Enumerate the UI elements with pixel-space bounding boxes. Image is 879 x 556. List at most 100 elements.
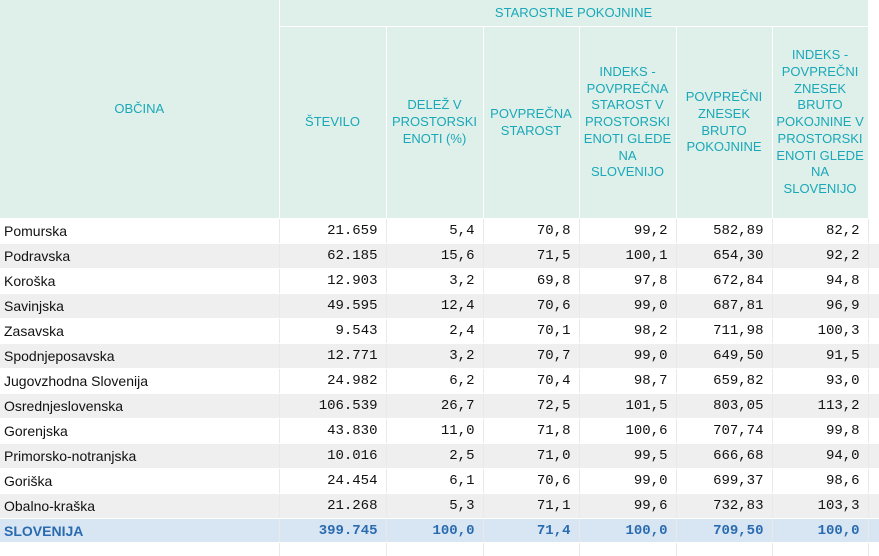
table-row: Gorenjska 43.830 11,0 71,8 100,6 707,74 99,8 <box>0 418 879 444</box>
edge-cell <box>868 318 879 344</box>
value-cell: 15,6 <box>386 243 484 269</box>
value-cell: 62.185 <box>279 243 387 269</box>
empty-cell <box>483 542 580 556</box>
value-cell: 93,0 <box>772 368 869 394</box>
value-cell: 21.659 <box>279 218 387 244</box>
value-cell: 10.016 <box>279 443 387 469</box>
region-name-cell: Spodnjeposavska <box>0 343 280 369</box>
value-cell: 11,0 <box>386 418 484 444</box>
value-cell: 99,0 <box>579 468 677 494</box>
value-cell: 94,0 <box>772 443 869 469</box>
value-cell: 71,8 <box>483 418 580 444</box>
value-cell: 92,2 <box>772 243 869 269</box>
value-cell: 9.543 <box>279 318 387 344</box>
value-cell: 106.539 <box>279 393 387 419</box>
value-cell: 687,81 <box>676 293 773 319</box>
value-cell: 70,7 <box>483 343 580 369</box>
value-cell: 70,8 <box>483 218 580 244</box>
value-cell: 100,0 <box>772 518 869 543</box>
value-cell: 71,1 <box>483 493 580 519</box>
value-cell: 98,2 <box>579 318 677 344</box>
table-row: Goriška 24.454 6,1 70,6 99,0 699,37 98,6 <box>0 468 879 494</box>
value-cell: 70,6 <box>483 468 580 494</box>
table-row: Pomurska 21.659 5,4 70,8 99,2 582,89 82,2 <box>0 218 879 244</box>
table-row: Savinjska 49.595 12,4 70,6 99,0 687,81 96,9 <box>0 293 879 319</box>
value-cell: 649,50 <box>676 343 773 369</box>
value-cell: 100,0 <box>579 518 677 543</box>
region-name-cell: Jugovzhodna Slovenija <box>0 368 280 394</box>
value-cell: 659,82 <box>676 368 773 394</box>
value-cell: 96,9 <box>772 293 869 319</box>
value-cell: 43.830 <box>279 418 387 444</box>
table-body: Pomurska 21.659 5,4 70,8 99,2 582,89 82,2 Podra… <box>0 218 879 556</box>
value-cell: 113,2 <box>772 393 869 419</box>
table-row: Podravska 62.185 15,6 71,5 100,1 654,30 92,2 <box>0 243 879 269</box>
group-header-starostne-pokojnine: STAROSTNE POKOJNINE <box>279 0 869 27</box>
value-cell: 709,50 <box>676 518 773 543</box>
value-cell: 399.745 <box>279 518 387 543</box>
empty-cell <box>386 542 484 556</box>
region-name-cell: Zasavska <box>0 318 280 344</box>
value-cell: 26,7 <box>386 393 484 419</box>
empty-cell <box>279 542 387 556</box>
column-header-povprecna-starost: POVPREČNA STAROST <box>483 26 580 219</box>
value-cell: 21.268 <box>279 493 387 519</box>
edge-spacer <box>868 0 879 219</box>
value-cell: 70,6 <box>483 293 580 319</box>
value-cell: 3,2 <box>386 268 484 294</box>
region-name-cell: Obalno-kraška <box>0 493 280 519</box>
column-header-stevilo: ŠTEVILO <box>279 26 387 219</box>
value-cell: 24.454 <box>279 468 387 494</box>
edge-cell <box>868 468 879 494</box>
edge-cell <box>868 343 879 369</box>
empty-cell <box>676 542 773 556</box>
region-name-cell: SLOVENIJA <box>0 518 280 543</box>
column-header-delez: DELEŽ V PROSTORSKI ENOTI (%) <box>386 26 484 219</box>
edge-cell <box>868 393 879 419</box>
value-cell: 3,2 <box>386 343 484 369</box>
value-cell: 699,37 <box>676 468 773 494</box>
row-header-obcina: OBČINA <box>0 0 280 219</box>
edge-cell <box>868 443 879 469</box>
edge-cell <box>868 268 879 294</box>
value-cell: 12.903 <box>279 268 387 294</box>
value-cell: 103,3 <box>772 493 869 519</box>
value-cell: 6,1 <box>386 468 484 494</box>
total-row: SLOVENIJA 399.745 100,0 71,4 100,0 709,50 100,… <box>0 518 879 543</box>
column-header-indeks-znesek: INDEKS - POVPREČNI ZNESEK BRUTO POKOJNIN… <box>772 26 869 219</box>
region-name-cell: Primorsko-notranjska <box>0 443 280 469</box>
table-row: Koroška 12.903 3,2 69,8 97,8 672,84 94,8 <box>0 268 879 294</box>
value-cell: 71,4 <box>483 518 580 543</box>
value-cell: 99,0 <box>579 293 677 319</box>
value-cell: 5,4 <box>386 218 484 244</box>
region-name-cell: Savinjska <box>0 293 280 319</box>
value-cell: 98,6 <box>772 468 869 494</box>
edge-cell <box>868 418 879 444</box>
value-cell: 100,0 <box>386 518 484 543</box>
region-name-cell: Osrednjeslovenska <box>0 393 280 419</box>
value-cell: 100,6 <box>579 418 677 444</box>
value-cell: 99,6 <box>579 493 677 519</box>
value-cell: 99,2 <box>579 218 677 244</box>
value-cell: 803,05 <box>676 393 773 419</box>
edge-cell <box>868 293 879 319</box>
value-cell: 99,0 <box>579 343 677 369</box>
value-cell: 97,8 <box>579 268 677 294</box>
table-row: Jugovzhodna Slovenija 24.982 6,2 70,4 98,7 65… <box>0 368 879 394</box>
value-cell: 2,5 <box>386 443 484 469</box>
value-cell: 70,1 <box>483 318 580 344</box>
value-cell: 91,5 <box>772 343 869 369</box>
edge-cell <box>868 368 879 394</box>
empty-cell <box>772 542 869 556</box>
value-cell: 100,3 <box>772 318 869 344</box>
region-name-cell: Podravska <box>0 243 280 269</box>
value-cell: 98,7 <box>579 368 677 394</box>
edge-cell <box>868 218 879 244</box>
value-cell: 49.595 <box>279 293 387 319</box>
value-cell: 666,68 <box>676 443 773 469</box>
value-cell: 707,74 <box>676 418 773 444</box>
value-cell: 582,89 <box>676 218 773 244</box>
value-cell: 71,0 <box>483 443 580 469</box>
value-cell: 72,5 <box>483 393 580 419</box>
